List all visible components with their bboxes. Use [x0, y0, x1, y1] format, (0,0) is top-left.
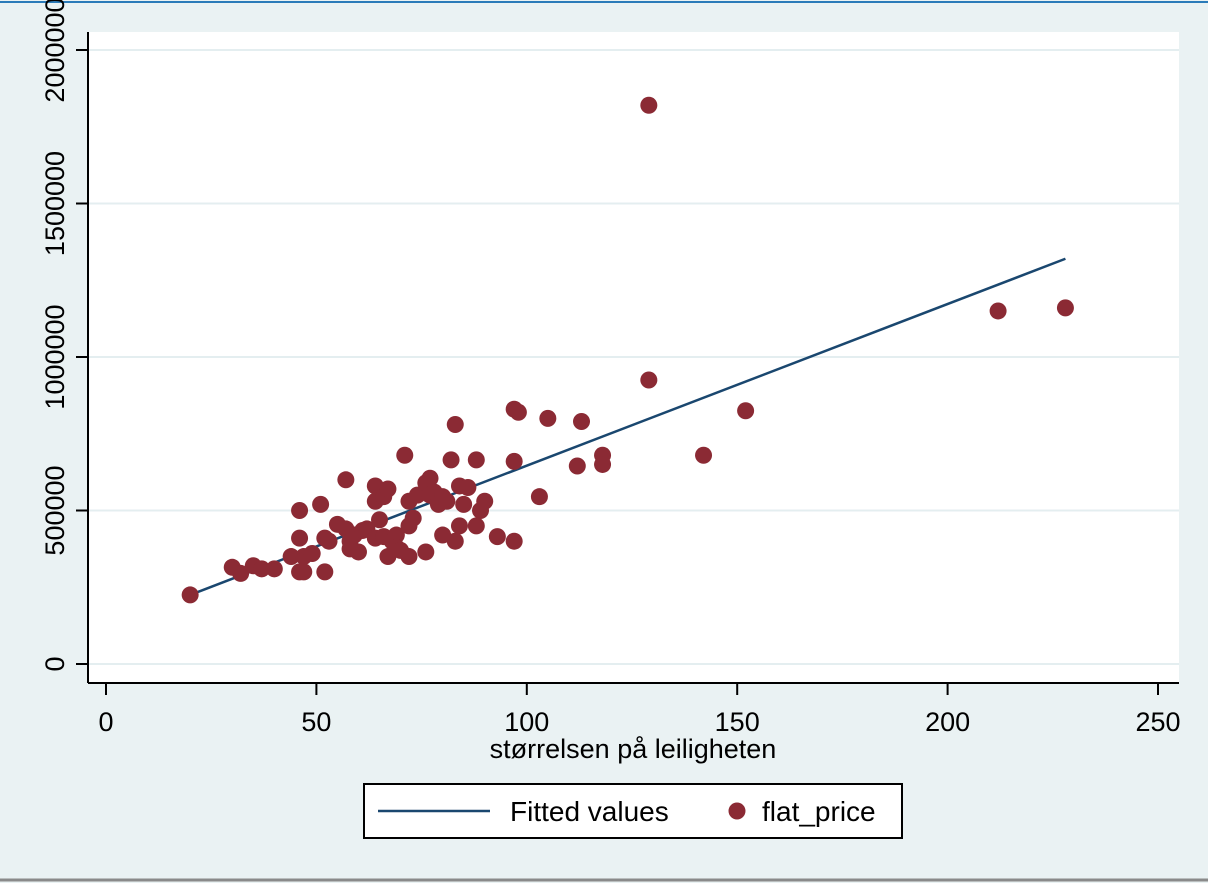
legend-fitted-label: Fitted values [510, 796, 669, 827]
x-tick-label: 0 [98, 707, 113, 737]
flat-price-point [253, 560, 271, 578]
flat-price-point [295, 563, 313, 581]
flat-price-point [476, 492, 494, 510]
flat-price-point [467, 451, 485, 469]
flat-price-point [265, 560, 283, 578]
flat-price-point [282, 548, 300, 566]
flat-price-point [320, 532, 338, 550]
flat-price-point [505, 452, 523, 470]
y-tick-label: 500000 [40, 465, 70, 555]
flat-price-point [450, 517, 468, 535]
flat-price-point [737, 402, 755, 420]
gridlines [89, 49, 1179, 665]
flat-price-point [421, 469, 439, 487]
x-tick-label: 50 [301, 707, 331, 737]
flat-price-point [442, 451, 460, 469]
legend-flat-price-label: flat_price [762, 796, 876, 827]
flat-price-point [568, 457, 586, 475]
x-axis-ticks: 0 50 100 150 200 250 [98, 683, 1181, 737]
x-tick-label: 250 [1135, 707, 1180, 737]
flat-price-point [989, 302, 1007, 320]
data-series [181, 96, 1074, 604]
flat-price-point [400, 548, 418, 566]
flat-price-point [530, 488, 548, 506]
flat-price-point [316, 563, 334, 581]
x-tick-label: 100 [504, 707, 549, 737]
flat-price-point [312, 495, 330, 513]
y-tick-label: 1500000 [40, 151, 70, 256]
flat-price-point [303, 544, 321, 562]
y-tick-label: 1000000 [40, 304, 70, 409]
flat-price-point [349, 543, 367, 561]
x-tick-label: 150 [715, 707, 760, 737]
flat-price-point [1056, 299, 1074, 317]
flat-price-point [408, 486, 426, 504]
flat-price-point [404, 509, 422, 527]
flat-price-point [379, 480, 397, 498]
flat-price-point [695, 446, 713, 464]
flat-price-point [371, 511, 389, 529]
y-axis-ticks: 0 500000 1000000 1500000 2000000 [40, 0, 88, 672]
x-tick-label: 200 [925, 707, 970, 737]
flat-price-point [291, 529, 309, 547]
flat-price-point [640, 371, 658, 389]
flat-price-point [181, 586, 199, 604]
y-tick-label: 2000000 [40, 0, 70, 103]
flat-price-point [455, 495, 473, 513]
flat-price-point [539, 409, 557, 427]
legend: Fitted values flat_price [363, 783, 903, 839]
flat-price-point [640, 96, 658, 114]
flat-price-point [446, 532, 464, 550]
flat-price-point [387, 526, 405, 544]
flat-price-point [417, 543, 435, 561]
flat-price-point [459, 478, 477, 496]
flat-price-point [446, 416, 464, 434]
x-axis-title: størrelsen på leiligheten [490, 734, 777, 764]
flat-price-point [505, 532, 523, 550]
flat-price-point [232, 564, 250, 582]
flat-price-point [291, 502, 309, 519]
flat-price-point [396, 446, 414, 464]
flat-price-point [594, 455, 612, 473]
flat-price-point [488, 528, 506, 546]
flat-price-point [438, 492, 456, 510]
flat-price-point [337, 471, 355, 489]
y-tick-label: 0 [40, 656, 70, 671]
flat-price-point [467, 517, 485, 535]
flat-price-point [434, 526, 452, 544]
legend-flat-price-marker [728, 802, 746, 820]
flat-price-point [573, 412, 591, 430]
flat-price-point [509, 403, 527, 421]
